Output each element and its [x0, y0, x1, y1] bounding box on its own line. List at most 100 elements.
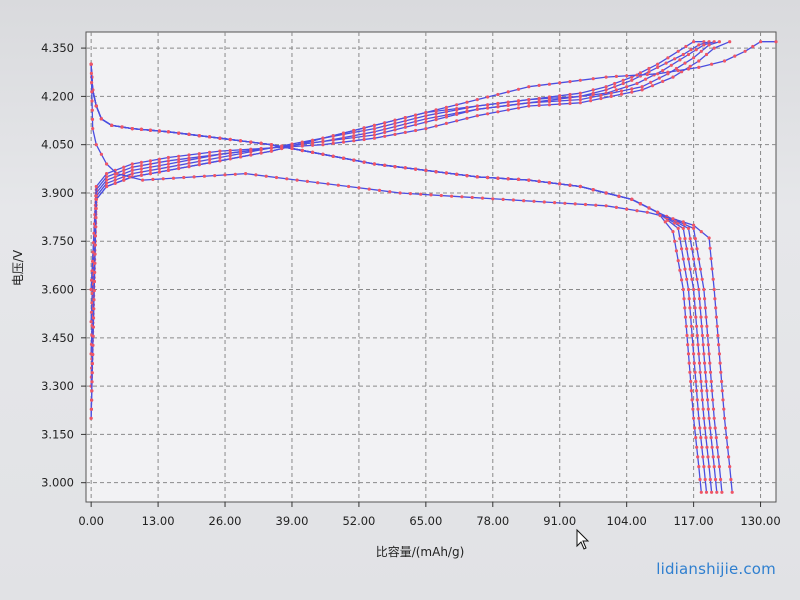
- series-6: [89, 40, 778, 420]
- data-point: [751, 44, 755, 49]
- data-point: [722, 416, 727, 420]
- data-point: [197, 159, 201, 163]
- data-point: [362, 137, 366, 142]
- data-point: [688, 267, 692, 271]
- y-tick-label: 3.750: [41, 234, 74, 248]
- data-point: [542, 200, 546, 204]
- data-point: [91, 250, 95, 254]
- data-point: [647, 206, 651, 210]
- data-point: [177, 166, 181, 171]
- data-point: [708, 246, 712, 250]
- data-point: [115, 172, 119, 176]
- data-point: [683, 267, 687, 271]
- data-point: [743, 49, 747, 53]
- data-point: [702, 43, 706, 47]
- x-axis-ticks: 0.00 13.00 26.00 39.00 52.00 65.00 78.00 91.00 1…: [78, 502, 781, 528]
- data-point: [553, 201, 557, 205]
- data-point: [676, 49, 680, 53]
- data-point: [91, 259, 95, 263]
- data-point: [599, 93, 603, 97]
- data-point: [372, 127, 376, 131]
- data-point: [696, 407, 700, 411]
- data-point: [166, 162, 170, 166]
- data-point: [516, 102, 521, 106]
- data-point: [619, 92, 624, 96]
- data-point: [305, 179, 309, 183]
- data-point: [714, 315, 719, 319]
- data-point: [300, 141, 304, 145]
- data-point: [187, 132, 191, 136]
- data-point: [208, 157, 212, 162]
- data-point: [707, 416, 711, 420]
- data-point: [290, 144, 294, 148]
- data-point: [681, 226, 685, 230]
- data-point: [701, 407, 705, 411]
- data-point: [161, 177, 165, 181]
- data-point: [157, 129, 161, 133]
- data-point: [699, 315, 703, 319]
- data-point: [706, 333, 710, 338]
- data-point: [141, 178, 145, 182]
- data-point: [558, 99, 562, 103]
- data-point: [197, 152, 201, 156]
- data-point: [589, 99, 593, 103]
- data-point: [259, 141, 263, 145]
- data-point: [516, 87, 521, 91]
- data-point: [516, 106, 521, 110]
- data-point: [687, 361, 691, 365]
- data-point: [527, 178, 531, 182]
- data-point: [691, 343, 695, 347]
- data-point: [218, 152, 222, 156]
- data-point: [537, 100, 541, 104]
- data-point: [388, 190, 392, 194]
- data-point: [105, 178, 109, 182]
- data-point: [228, 154, 232, 158]
- data-point: [208, 154, 212, 158]
- data-point: [94, 184, 98, 189]
- data-point: [673, 57, 677, 61]
- data-point: [682, 297, 686, 301]
- x-tick-label: 104.00: [607, 514, 647, 528]
- data-point: [638, 202, 643, 206]
- data-point: [269, 143, 273, 147]
- data-point: [640, 88, 644, 92]
- data-point: [90, 278, 94, 282]
- data-point: [455, 112, 459, 116]
- data-point: [697, 361, 702, 365]
- data-point: [93, 243, 97, 247]
- data-point: [166, 165, 170, 169]
- data-point: [166, 168, 170, 172]
- data-point: [424, 120, 428, 124]
- data-point: [700, 277, 704, 281]
- x-tick-label: 65.00: [409, 514, 442, 528]
- data-point: [475, 114, 479, 118]
- data-point: [93, 261, 97, 265]
- data-point: [693, 237, 697, 241]
- data-point: [706, 455, 710, 459]
- data-point: [352, 139, 356, 143]
- data-point: [694, 436, 698, 440]
- data-point: [689, 379, 693, 384]
- data-point: [372, 130, 376, 134]
- x-tick-label: 39.00: [276, 514, 309, 528]
- data-point: [460, 195, 464, 199]
- data-point: [511, 198, 515, 202]
- data-point: [475, 98, 479, 102]
- data-point: [177, 154, 181, 158]
- data-point: [609, 91, 613, 95]
- data-point: [285, 177, 289, 181]
- data-point: [683, 315, 688, 319]
- data-point: [527, 104, 531, 108]
- data-point: [703, 361, 707, 365]
- data-point: [228, 151, 232, 155]
- data-point: [148, 165, 152, 169]
- data-point: [372, 136, 376, 140]
- data-point: [197, 155, 201, 159]
- data-point: [357, 186, 361, 190]
- data-point: [331, 141, 335, 145]
- data-point: [122, 172, 126, 176]
- data-point: [341, 156, 346, 160]
- data-point: [208, 135, 212, 139]
- data-point: [300, 144, 304, 148]
- data-point: [372, 133, 376, 137]
